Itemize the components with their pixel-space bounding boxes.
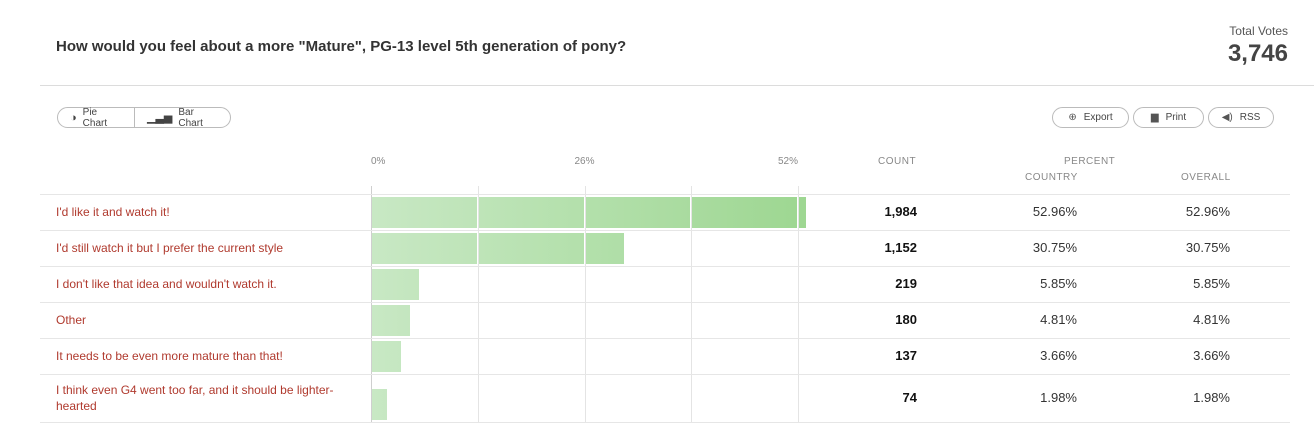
- header-divider: [40, 85, 1314, 86]
- country-percent: 3.66%: [1040, 348, 1077, 363]
- y-axis-line: [371, 186, 372, 422]
- pie-chart-button[interactable]: ◑ Pie Chart: [58, 106, 134, 129]
- row-divider: [40, 194, 1290, 195]
- bar-segment: [478, 196, 584, 228]
- export-button[interactable]: ⊕ Export: [1052, 107, 1129, 128]
- rss-label: RSS: [1239, 112, 1261, 123]
- bar-segment: [372, 304, 411, 336]
- overall-percent: 30.75%: [1185, 240, 1230, 255]
- option-label: I'd like it and watch it!: [56, 205, 170, 219]
- overall-percent: 1.98%: [1193, 390, 1230, 405]
- grid-line: [691, 186, 692, 422]
- bar-chart-icon: ▁▃▅: [147, 112, 173, 124]
- x-tick-label: 52%: [778, 156, 799, 167]
- row-divider: [40, 338, 1290, 339]
- x-tick-label: 0%: [371, 156, 386, 167]
- total-votes-label: Total Votes: [1229, 24, 1288, 38]
- vote-count: 74: [902, 390, 917, 405]
- overall-percent: 52.96%: [1185, 204, 1230, 219]
- option-label: It needs to be even more mature than tha…: [56, 349, 283, 363]
- country-percent: 5.85%: [1040, 276, 1077, 291]
- grid-line: [798, 186, 799, 422]
- option-label: I'd still watch it but I prefer the curr…: [56, 241, 284, 255]
- print-label: Print: [1165, 112, 1187, 123]
- pie-chart-label: Pie Chart: [82, 106, 108, 129]
- export-icon: ⊕: [1068, 112, 1077, 123]
- chart-type-toggle: ◑ Pie Chart ▁▃▅ Bar Chart: [57, 106, 231, 129]
- print-icon: ▆: [1150, 112, 1159, 123]
- percent-column-header: PERCENT: [1064, 156, 1116, 167]
- country-column-header: COUNTRY: [1025, 172, 1078, 183]
- vote-count: 1,152: [884, 240, 917, 255]
- rss-icon: ◀): [1221, 112, 1233, 123]
- overall-percent: 5.85%: [1193, 276, 1230, 291]
- print-button[interactable]: ▆ Print: [1133, 107, 1204, 128]
- row-divider: [40, 422, 1290, 423]
- option-label: Other: [56, 313, 87, 327]
- vote-count: 219: [895, 276, 917, 291]
- bar-segment: [585, 232, 624, 264]
- bar-segment: [372, 232, 477, 264]
- country-percent: 4.81%: [1040, 312, 1077, 327]
- vote-count: 180: [895, 312, 917, 327]
- total-votes-value: 3,746: [1227, 40, 1288, 67]
- overall-column-header: OVERALL: [1181, 172, 1231, 183]
- bar-segment: [372, 388, 388, 420]
- grid-line: [478, 186, 479, 422]
- pie-chart-icon: ◑: [70, 111, 77, 124]
- bar-segment: [692, 196, 797, 228]
- vote-count: 1,984: [884, 204, 917, 219]
- row-divider: [40, 266, 1290, 267]
- overall-percent: 4.81%: [1193, 312, 1230, 327]
- vote-count: 137: [895, 348, 917, 363]
- bar-segment: [372, 196, 477, 228]
- grid-line: [585, 186, 586, 422]
- row-divider: [40, 230, 1290, 231]
- export-label: Export: [1083, 112, 1113, 123]
- bar-segment: [585, 196, 691, 228]
- country-percent: 52.96%: [1032, 204, 1077, 219]
- option-label: I think even G4 went too far, and it sho…: [56, 383, 334, 413]
- bar-chart-button[interactable]: ▁▃▅ Bar Chart: [134, 106, 230, 129]
- bar-segment: [478, 232, 584, 264]
- row-divider: [40, 374, 1290, 375]
- bar-segment: [372, 268, 420, 300]
- overall-percent: 3.66%: [1193, 348, 1230, 363]
- bar-segment: [799, 196, 806, 228]
- rss-button[interactable]: ◀) RSS: [1208, 107, 1274, 128]
- count-column-header: COUNT: [878, 156, 917, 167]
- bar-chart-label: Bar Chart: [178, 106, 203, 129]
- poll-question: How would you feel about a more "Mature"…: [56, 38, 627, 55]
- x-tick-label: 26%: [574, 156, 595, 167]
- row-divider: [40, 302, 1290, 303]
- country-percent: 30.75%: [1032, 240, 1077, 255]
- bar-segment: [372, 340, 402, 372]
- country-percent: 1.98%: [1040, 390, 1077, 405]
- option-label: I don't like that idea and wouldn't watc…: [56, 277, 277, 291]
